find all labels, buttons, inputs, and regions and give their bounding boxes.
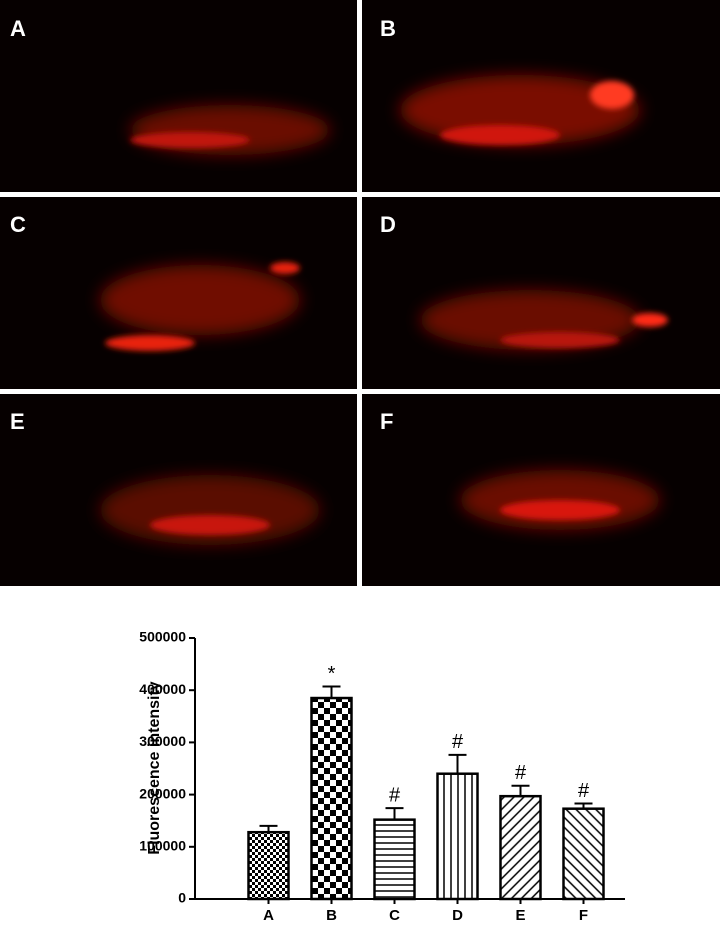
panel [0,197,357,389]
panel-label: C [10,212,26,237]
significance-mark: # [389,784,401,806]
panel-label: D [380,212,396,237]
x-tick-label: A [263,907,274,924]
significance-mark: # [515,762,527,784]
x-tick-label: D [452,907,463,924]
panel [0,0,357,192]
panel [362,394,720,586]
panel [0,394,357,586]
bar [499,794,542,901]
panel-label: A [10,16,26,41]
y-tick-label: 300000 [139,733,186,749]
panel-label: E [10,409,25,434]
bar [310,696,353,901]
y-tick-label: 200000 [139,785,186,801]
significance-mark: # [578,780,590,802]
x-tick-label: B [326,907,337,924]
panel-label: B [380,16,396,41]
y-axis-label: Fluorescence intensity [146,681,163,854]
bar [247,830,290,901]
micrographs: A B C D E F [0,0,720,586]
x-tick-label: E [515,907,525,924]
y-tick-label: 0 [178,890,186,906]
bar [436,772,479,901]
bar [562,807,605,901]
x-tick-label: C [389,907,400,924]
panel-label: F [380,409,393,434]
significance-mark: # [452,731,464,753]
bar [373,818,416,901]
panel [362,0,720,192]
panel [362,197,720,389]
y-tick-label: 400000 [139,681,186,697]
y-tick-label: 500000 [139,629,186,645]
significance-mark: * [328,663,336,685]
x-tick-label: F [579,907,588,924]
bar-chart: Fluorescence intensity 0 100000 200000 3000… [139,629,625,924]
y-tick-label: 100000 [139,838,186,854]
